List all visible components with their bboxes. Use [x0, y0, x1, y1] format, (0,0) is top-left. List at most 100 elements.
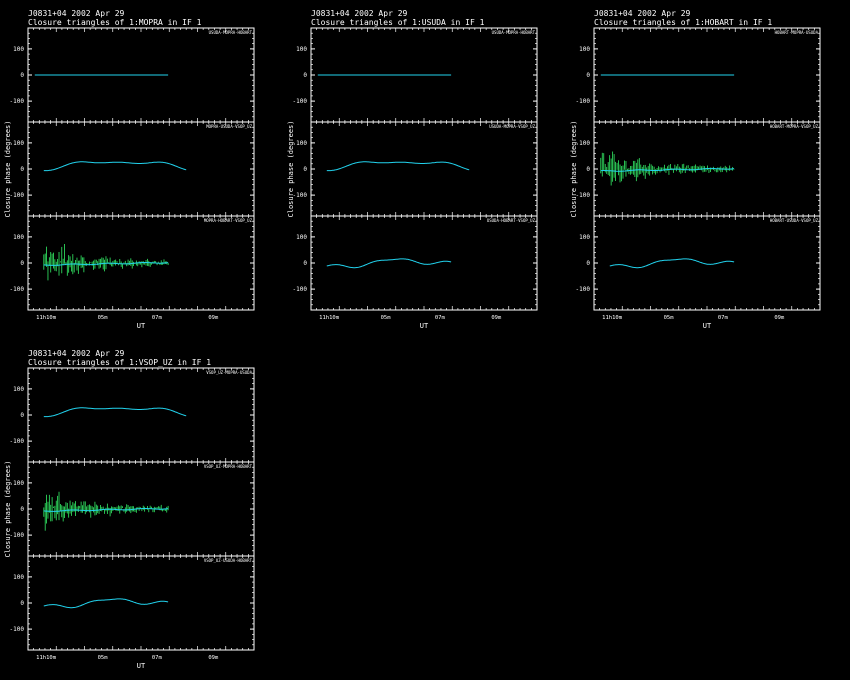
y-tick-label: 0	[20, 412, 24, 419]
y-axis-label: Closure phase (degrees)	[287, 121, 295, 218]
figure-source-date: J0831+04 2002 Apr 29	[594, 9, 691, 18]
y-tick-label: -100	[293, 286, 308, 293]
triangle-label: MOPRA-USUDA-VSOP_UZ	[206, 124, 252, 129]
y-tick-label: 100	[296, 234, 307, 241]
y-tick-label: 100	[296, 140, 307, 147]
x-tick-label: 05m	[664, 315, 675, 321]
y-tick-label: 100	[579, 140, 590, 147]
x-tick-label: 07m	[718, 315, 729, 321]
triangle-label: USUDA-MOPRA-HOBART	[209, 30, 253, 35]
y-axis-label: Closure phase (degrees)	[4, 461, 12, 558]
x-tick-label: 05m	[98, 315, 109, 321]
x-axis-label: UT	[137, 662, 146, 670]
y-tick-label: -100	[576, 192, 591, 199]
x-tick-label: 07m	[435, 315, 446, 321]
y-axis-label: Closure phase (degrees)	[4, 121, 12, 218]
x-tick-label: 09m	[208, 315, 219, 321]
triangle-label: HOBART-MOPRA-USUDA	[775, 30, 819, 35]
y-tick-label: -100	[576, 98, 591, 105]
closure-panel: 100 0 -100 USUDA-MOPRA-HOBART	[293, 27, 538, 123]
triangle-label: VSOP_UZ-MOPRA-HOBART	[204, 464, 253, 469]
triangle-label: HOBART-MOPRA-VSOP_UZ	[770, 124, 819, 129]
y-tick-label: 100	[579, 46, 590, 53]
y-tick-label: 0	[20, 72, 24, 79]
x-axis-label: UT	[137, 322, 146, 330]
model-line	[326, 258, 452, 269]
closure-panel: 100 0 -100 VSOP_UZ-MOPRA-USUDA	[10, 367, 255, 463]
closure-panel: 100 0 -100 USUDA-MOPRA-HOBART	[10, 27, 255, 123]
y-tick-label: 0	[303, 166, 307, 173]
y-tick-label: -100	[10, 438, 25, 445]
y-tick-label: 0	[586, 166, 590, 173]
y-tick-label: -100	[10, 532, 25, 539]
model-line	[43, 508, 169, 512]
x-tick-label: 05m	[98, 655, 109, 661]
figure-source-date: J0831+04 2002 Apr 29	[28, 9, 125, 18]
closure-panel: 100 0 -100 HOBART-USUDA-VSOP_UZ	[576, 215, 821, 311]
x-tick-label: 11h10m	[319, 315, 340, 321]
y-tick-label: 0	[303, 260, 307, 267]
triangle-label: USUDA-HOBART-VSOP_UZ	[487, 218, 536, 223]
y-tick-label: 100	[13, 46, 24, 53]
x-axis-label: UT	[703, 322, 712, 330]
model-line	[43, 407, 187, 418]
closure-panel: 100 0 -100 VSOP_UZ-USUDA-HOBART	[10, 555, 255, 651]
y-tick-label: 100	[13, 234, 24, 241]
y-tick-label: 0	[586, 72, 590, 79]
y-tick-label: -100	[293, 192, 308, 199]
y-tick-label: 100	[13, 480, 24, 487]
model-line	[600, 167, 735, 172]
model-line	[326, 161, 470, 172]
x-tick-label: 09m	[774, 315, 785, 321]
figure-subtitle: Closure triangles of 1:USUDA in IF 1	[311, 18, 485, 27]
model-line	[43, 161, 187, 172]
x-tick-label: 07m	[152, 315, 163, 321]
figure-source-date: J0831+04 2002 Apr 29	[311, 9, 408, 18]
figure-subtitle: Closure triangles of 1:HOBART in IF 1	[594, 18, 772, 27]
x-tick-label: 11h10m	[36, 655, 57, 661]
y-tick-label: -100	[10, 286, 25, 293]
y-tick-label: -100	[10, 192, 25, 199]
figure-subtitle: Closure triangles of 1:VSOP_UZ in IF 1	[28, 358, 211, 367]
closure-panel: 100 0 -100 USUDA-HOBART-VSOP_UZ	[293, 215, 538, 311]
model-line	[609, 258, 735, 269]
y-tick-label: 0	[20, 260, 24, 267]
y-tick-label: 0	[20, 506, 24, 513]
triangle-label: USUDA-MOPRA-HOBART	[492, 30, 536, 35]
x-tick-label: 09m	[208, 655, 219, 661]
y-axis-label: Closure phase (degrees)	[570, 121, 578, 218]
model-line	[43, 598, 169, 609]
x-tick-label: 11h10m	[602, 315, 623, 321]
closure-panel: 100 0 -100 MOPRA-HOBART-VSOP_UZ	[10, 215, 255, 311]
triangle-label: VSOP_UZ-USUDA-HOBART	[204, 558, 253, 563]
y-tick-label: 100	[13, 386, 24, 393]
x-axis-label: UT	[420, 322, 429, 330]
y-tick-label: 100	[296, 46, 307, 53]
y-tick-label: -100	[10, 98, 25, 105]
y-tick-label: 0	[20, 166, 24, 173]
y-tick-label: 100	[13, 574, 24, 581]
x-tick-label: 05m	[381, 315, 392, 321]
y-tick-label: 0	[303, 72, 307, 79]
x-tick-label: 09m	[491, 315, 502, 321]
figure-subtitle: Closure triangles of 1:MOPRA in IF 1	[28, 18, 202, 27]
y-tick-label: 0	[20, 600, 24, 607]
y-tick-label: -100	[10, 626, 25, 633]
triangle-label: HOBART-USUDA-VSOP_UZ	[770, 218, 819, 223]
triangle-label: VSOP_UZ-MOPRA-USUDA	[206, 370, 252, 375]
model-line	[43, 262, 169, 266]
x-tick-label: 11h10m	[36, 315, 57, 321]
y-tick-label: 100	[13, 140, 24, 147]
x-tick-label: 07m	[152, 655, 163, 661]
y-tick-label: 100	[579, 234, 590, 241]
y-tick-label: -100	[293, 98, 308, 105]
triangle-label: MOPRA-HOBART-VSOP_UZ	[204, 218, 253, 223]
figure-source-date: J0831+04 2002 Apr 29	[28, 349, 125, 358]
triangle-label: USUDA-MOPRA-VSOP_UZ	[489, 124, 535, 129]
